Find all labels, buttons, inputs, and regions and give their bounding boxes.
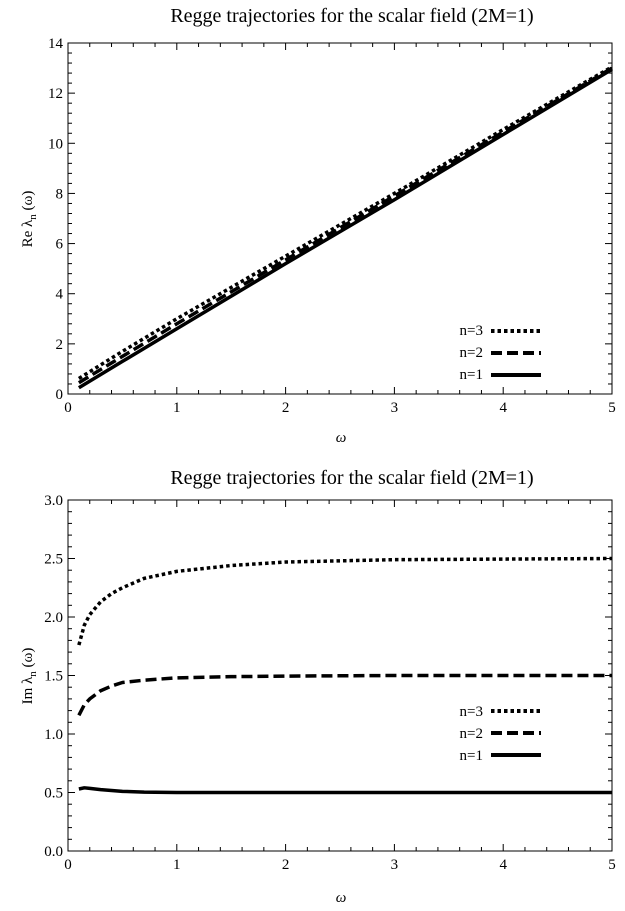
x-tick-label: 0 [64,857,72,873]
x-tick-label: 1 [173,400,181,416]
y-tick-label: 2.0 [44,610,63,626]
y-tick-label: 1.0 [44,727,63,743]
chart-im-title: Regge trajectories for the scalar field … [170,467,533,489]
legend-label-n3: n=3 [460,323,483,339]
series-line-n3 [77,556,613,646]
x-tick-label: 2 [282,857,290,873]
y-tick-label: 10 [48,136,63,152]
chart-re-series [77,65,613,390]
legend-label-n2: n=2 [460,345,483,361]
y-tick-label: 14 [48,36,64,52]
chart-re-xlabel: ω [336,430,347,446]
series-line-n2 [77,673,612,717]
y-tick-label: 2.5 [44,552,63,568]
y-tick-label: 0 [56,387,64,403]
y-tick-label: 0.5 [44,786,63,802]
x-tick-label: 2 [282,400,290,416]
x-tick-label: 3 [391,400,399,416]
x-tick-label: 5 [608,857,616,873]
x-tick-label: 0 [64,400,72,416]
chart-re: Regge trajectories for the scalar field … [20,5,616,446]
legend-label-n2: n=2 [460,726,483,742]
x-tick-label: 5 [608,400,616,416]
x-tick-label: 3 [391,857,399,873]
chart-im-series [77,556,613,795]
chart-im: Regge trajectories for the scalar field … [20,467,616,906]
chart-im-ylabel: Im λn (ω) [20,648,39,705]
y-tick-label: 12 [48,86,63,102]
y-tick-label: 1.5 [44,669,63,685]
y-tick-label: 4 [56,287,64,303]
series-line-n1 [77,67,613,390]
chart-im-ticks: 0 1 2 3 4 5 0.0 0.5 1.0 1.5 2.0 2.5 3.0 [44,493,616,873]
y-tick-label: 2 [56,337,64,353]
series-line-n1 [78,786,612,795]
x-tick-label: 4 [499,400,507,416]
x-tick-label: 4 [499,857,507,873]
chart-im-xlabel: ω [336,890,347,906]
chart-re-title: Regge trajectories for the scalar field … [170,5,533,27]
legend-label-n3: n=3 [460,704,483,720]
chart-re-ylabel: Re λn (ω) [20,191,39,248]
legend-label-n1: n=1 [460,748,483,764]
chart-im-legend: n=3 n=2 n=1 [460,704,541,764]
chart-re-legend: n=3 n=2 n=1 [460,323,541,383]
x-tick-label: 1 [173,857,181,873]
y-tick-label: 6 [56,237,64,253]
y-tick-label: 0.0 [44,844,63,860]
y-tick-label: 3.0 [44,493,63,509]
y-tick-label: 8 [56,186,64,202]
legend-label-n1: n=1 [460,367,483,383]
chart-re-frame [67,42,613,395]
series-line-n2 [77,66,613,385]
